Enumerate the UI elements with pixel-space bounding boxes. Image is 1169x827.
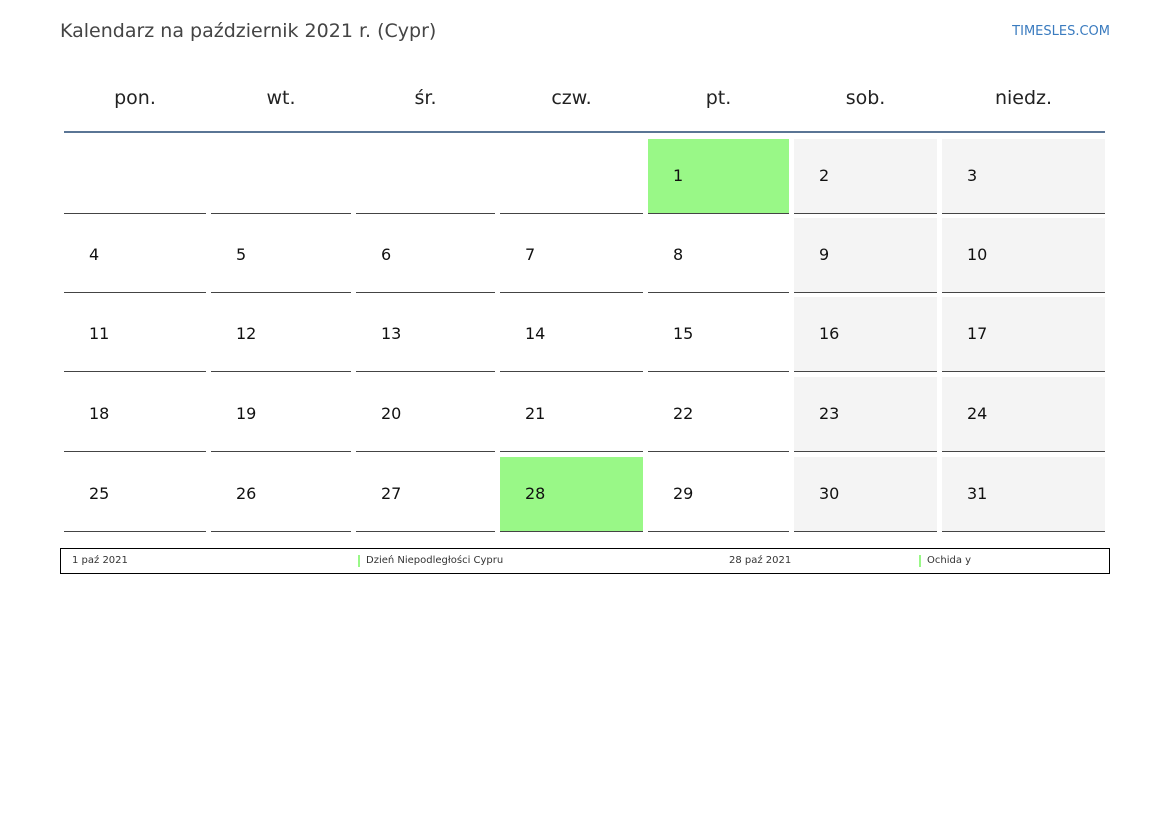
day-cell: 17 [942,297,1105,372]
day-cell: 13 [356,297,495,372]
legend-date: 28 paź 2021 [729,555,792,566]
legend-swatch [358,555,360,567]
day-number: 2 [819,166,830,185]
day-number: 8 [673,245,684,264]
day-number: 19 [236,404,257,423]
brand-link[interactable]: TIMESLES.COM [1012,24,1110,39]
day-cell: 28 [500,457,643,532]
day-cell: 1 [648,139,789,214]
day-number: 6 [381,245,392,264]
weekday-label: czw. [551,87,592,109]
day-number: 23 [819,404,840,423]
day-cell: 12 [211,297,351,372]
day-cell: 4 [64,218,206,293]
day-cell: 18 [64,377,206,452]
day-number: 20 [381,404,402,423]
day-number: 14 [525,324,546,343]
day-number: 16 [819,324,840,343]
day-number: 25 [89,484,110,503]
day-cell: 14 [500,297,643,372]
day-number: 11 [89,324,110,343]
legend: 1 paź 2021 Dzień Niepodległości Cypru 28 p… [60,548,1110,574]
day-cell [356,139,495,214]
day-cell: 25 [64,457,206,532]
weekday-label: sob. [845,87,886,109]
day-number: 18 [89,404,110,423]
day-cell: 23 [794,377,937,452]
day-number: 15 [673,324,694,343]
day-cell: 2 [794,139,937,214]
day-cell [500,139,643,214]
weekday-label: pon. [114,87,156,109]
day-number: 10 [967,245,988,264]
day-number: 27 [381,484,402,503]
day-cell: 5 [211,218,351,293]
day-cell: 7 [500,218,643,293]
day-number: 26 [236,484,257,503]
day-number: 29 [673,484,694,503]
day-number: 24 [967,404,988,423]
day-cell [211,139,351,214]
day-cell: 21 [500,377,643,452]
weekday-label: niedz. [994,87,1053,109]
weekday-label: wt. [266,87,296,109]
day-cell: 27 [356,457,495,532]
day-number: 21 [525,404,546,423]
legend-date: 1 paź 2021 [72,555,128,566]
legend-swatch [919,555,921,567]
legend-name: Ochida y [927,555,972,566]
day-cell: 19 [211,377,351,452]
day-number: 1 [673,166,684,185]
day-number: 13 [381,324,402,343]
day-cell [64,139,206,214]
day-cell: 29 [648,457,789,532]
day-cell: 16 [794,297,937,372]
day-cell: 20 [356,377,495,452]
title: Kalendarz na październik 2021 r. (Cypr) [60,20,437,42]
day-cell: 22 [648,377,789,452]
day-cell: 15 [648,297,789,372]
weekday-label: pt. [705,87,732,109]
day-cell: 9 [794,218,937,293]
day-cell: 11 [64,297,206,372]
day-cell: 31 [942,457,1105,532]
weekday-label: śr. [414,87,437,109]
day-number: 3 [967,166,978,185]
day-number: 17 [967,324,988,343]
day-number: 30 [819,484,840,503]
day-cell: 26 [211,457,351,532]
day-number: 22 [673,404,694,423]
day-number: 4 [89,245,100,264]
day-number: 9 [819,245,830,264]
day-number: 7 [525,245,536,264]
day-cell: 24 [942,377,1105,452]
day-cell: 10 [942,218,1105,293]
day-number: 12 [236,324,257,343]
day-cell: 3 [942,139,1105,214]
day-number: 5 [236,245,247,264]
legend-name: Dzień Niepodległości Cypru [366,555,504,566]
day-number: 31 [967,484,988,503]
day-number: 28 [525,484,546,503]
day-cell: 8 [648,218,789,293]
header-rule [64,131,1105,133]
day-cell: 30 [794,457,937,532]
day-cell: 6 [356,218,495,293]
